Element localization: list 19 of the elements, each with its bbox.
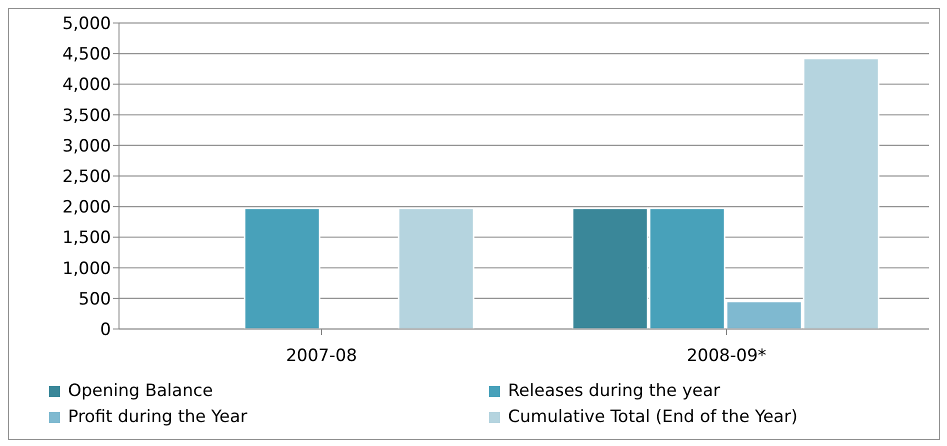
y-tick-label: 3,000 bbox=[62, 136, 111, 156]
legend-label: Cumulative Total (End of the Year) bbox=[508, 407, 798, 427]
legend-label: Profit during the Year bbox=[68, 407, 248, 427]
legend-label: Opening Balance bbox=[68, 381, 213, 401]
y-tick-label: 4,000 bbox=[62, 75, 111, 96]
y-tick-label: 500 bbox=[78, 289, 111, 310]
y-tick-label: 2,500 bbox=[62, 167, 111, 188]
y-tick-label: 3,500 bbox=[62, 106, 111, 126]
y-tick-label: 1,000 bbox=[62, 258, 111, 279]
y-tick-label: 1,500 bbox=[62, 228, 111, 248]
y-tick-label: 2,000 bbox=[62, 198, 111, 218]
y-tick-label: 4,500 bbox=[62, 44, 111, 65]
legend-label: Releases during the year bbox=[508, 381, 720, 401]
bar bbox=[244, 208, 320, 329]
x-tick-label: 2008-09* bbox=[686, 346, 766, 366]
y-tick-label: 0 bbox=[100, 320, 111, 340]
x-tick-label: 2007-08 bbox=[286, 346, 358, 366]
bar bbox=[398, 208, 474, 329]
y-tick-label: 5,000 bbox=[62, 14, 111, 34]
